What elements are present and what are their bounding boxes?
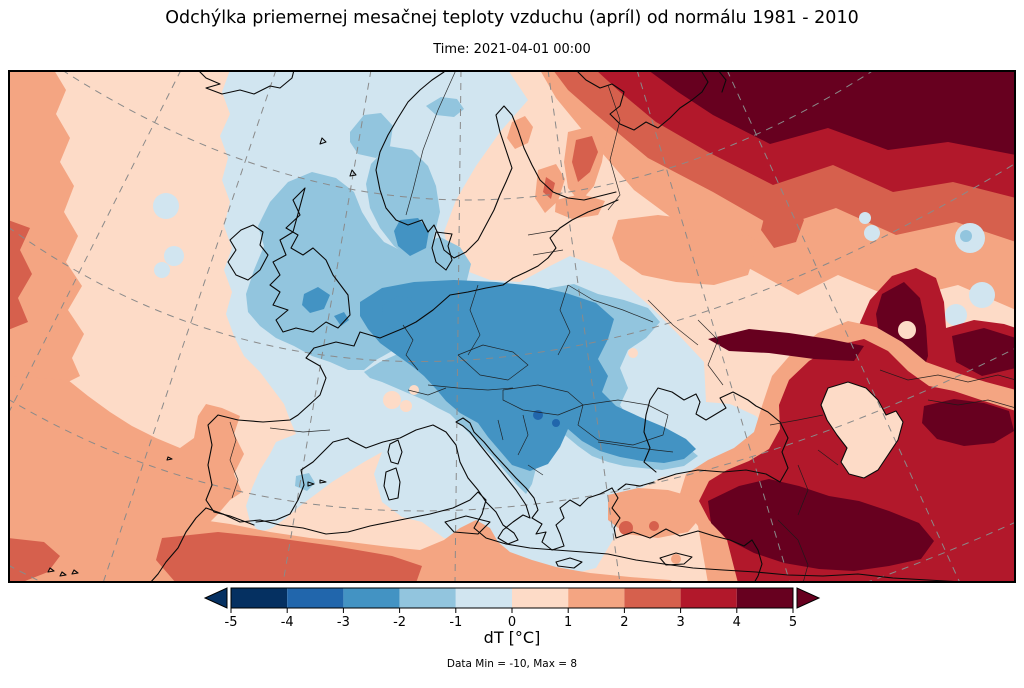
colorbar-segment	[343, 588, 400, 608]
tick-label: 3	[676, 615, 684, 630]
colorbar-segment	[568, 588, 625, 608]
tick-label: 1	[564, 615, 572, 630]
colorbar-segment	[680, 588, 737, 608]
colorbar-tick-labels: -5 -4 -3 -2 -1 0 1 2 3 4 5	[225, 615, 798, 630]
tick-label: 2	[620, 615, 628, 630]
colorbar-segment	[231, 588, 288, 608]
colorbar-segment	[512, 588, 569, 608]
coastlines	[47, 70, 964, 583]
tick-label: -1	[449, 615, 462, 630]
anomaly-map-panel	[8, 70, 1016, 583]
colorbar-over-arrow	[796, 587, 821, 609]
colorbar-ticks	[230, 608, 794, 613]
colorbar: -5 -4 -3 -2 -1 0 1 2 3 4 5	[192, 584, 832, 630]
tick-label: -3	[337, 615, 350, 630]
tick-label: -4	[281, 615, 294, 630]
country-borders	[229, 70, 1016, 583]
temperature-fill-layers	[8, 70, 1016, 583]
europe-anomaly-map	[8, 70, 1016, 583]
colorbar-units-label: dT [°C]	[483, 628, 541, 647]
graticule-grid	[8, 70, 1016, 583]
colorbar-under-arrow	[203, 587, 228, 609]
colorbar-segment	[287, 588, 344, 608]
colorbar-segment	[624, 588, 681, 608]
data-range-footnote: Data Min = -10, Max = 8	[446, 658, 578, 670]
page-title: Odchýlka priemernej mesačnej teploty vzd…	[165, 8, 859, 28]
colorbar-segment	[399, 588, 456, 608]
colorbar-segment	[455, 588, 512, 608]
tick-label: 0	[508, 615, 516, 630]
tick-label: -2	[393, 615, 406, 630]
tick-label: -5	[225, 615, 238, 630]
colorbar-segment	[736, 588, 793, 608]
tick-label: 4	[733, 615, 741, 630]
map-frame	[8, 70, 1016, 583]
timestamp-subtitle: Time: 2021-04-01 00:00	[433, 42, 591, 57]
colorbar-segments	[231, 588, 793, 608]
tick-label: 5	[789, 615, 797, 630]
colorbar-svg: -5 -4 -3 -2 -1 0 1 2 3 4 5	[203, 587, 821, 630]
